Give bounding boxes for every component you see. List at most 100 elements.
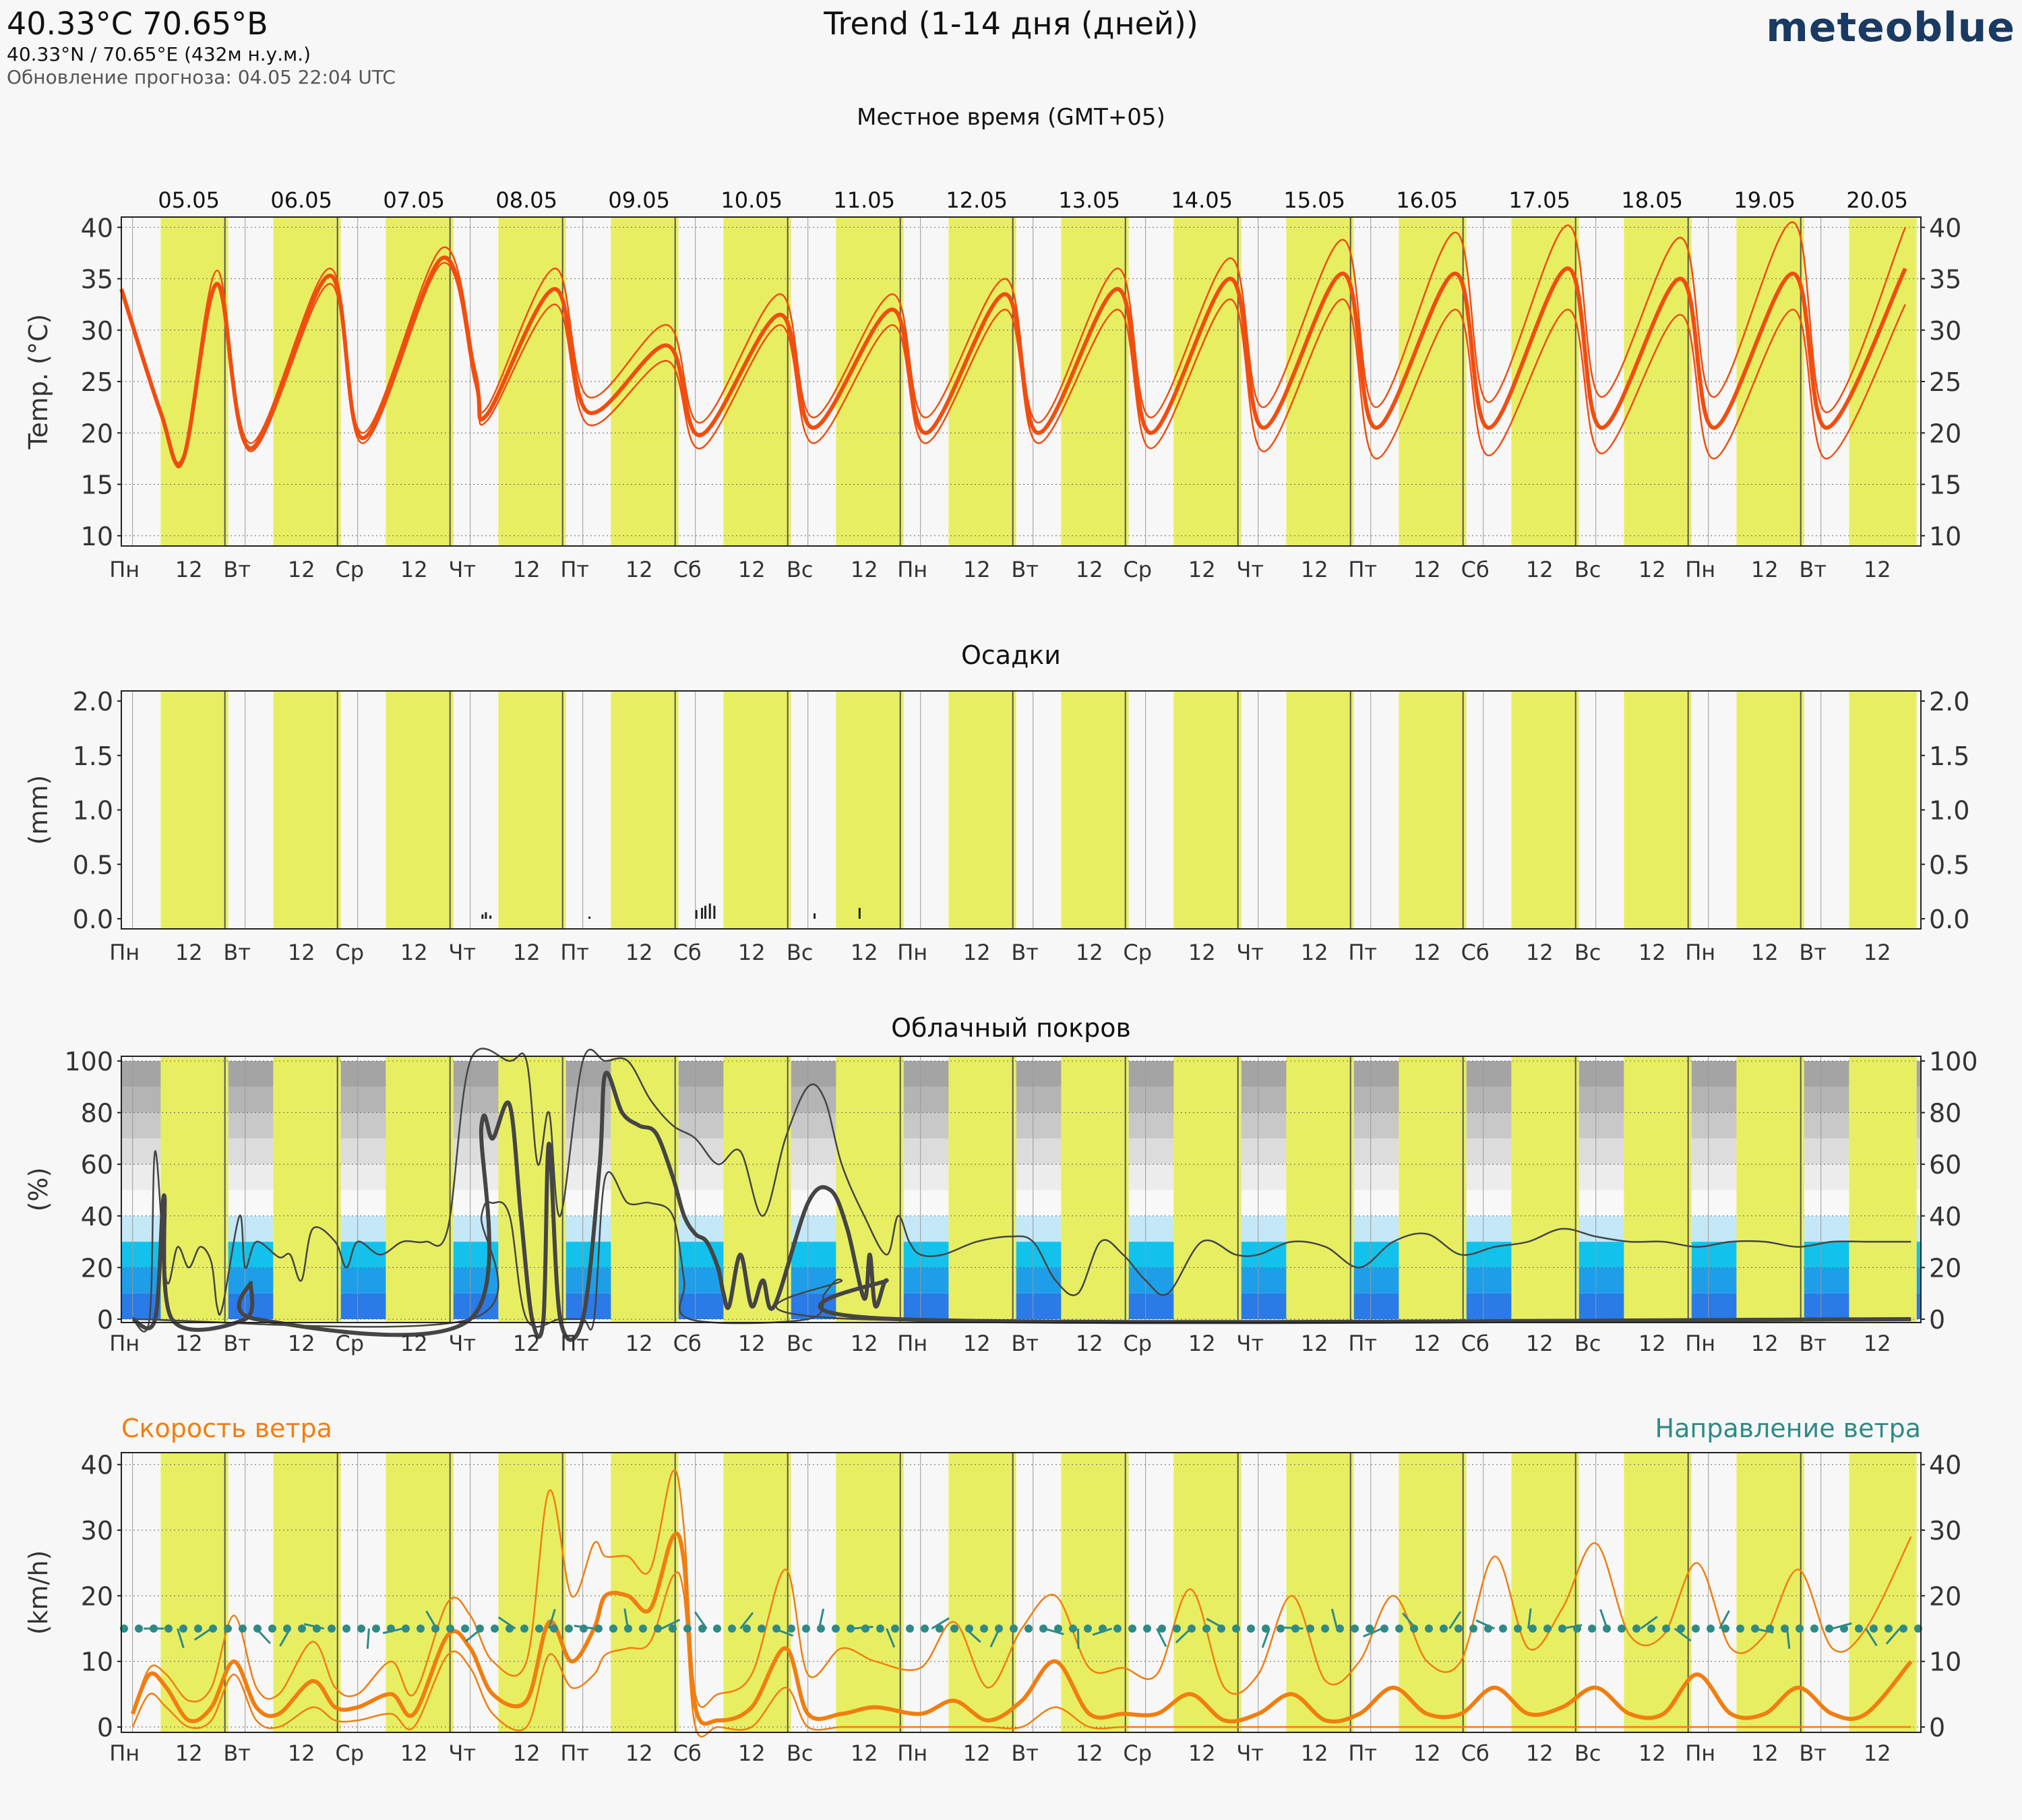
x-tick-weekday: Пн [897, 1331, 927, 1356]
daylight-band [1736, 691, 1804, 929]
wind-direction-dot [1543, 1625, 1552, 1633]
wind-barb [1885, 1628, 1901, 1645]
x-tick-weekday: Вт [1799, 940, 1827, 965]
precip-bar [588, 916, 591, 919]
cloud-level-cell [1016, 1242, 1062, 1268]
y-tick-right: 40 [1929, 1202, 1961, 1232]
wind-direction-dot [1692, 1625, 1700, 1633]
y-tick-left: 30 [81, 1516, 113, 1546]
cloud-level-cell [1579, 1061, 1624, 1087]
wind-direction-dot [209, 1625, 217, 1633]
wind-barb [739, 1612, 754, 1629]
wind-direction-dot [1113, 1625, 1122, 1633]
daylight-band [160, 1453, 228, 1732]
wind-barb [1527, 1608, 1532, 1629]
wind-speed_upper-line [131, 1469, 1912, 1714]
cloud-level-cell [340, 1087, 386, 1113]
precipitation-panel: Осадки 0.0 0.0 0.5 0.5 1.0 1.0 1.5 1.5 2.0 2.0 (mm)… [24, 640, 1969, 965]
x-tick-noon: 12 [1076, 1740, 1103, 1766]
cloud-level-cell [791, 1112, 836, 1139]
cloud-level-cell [340, 1293, 386, 1319]
x-tick-noon: 12 [738, 1740, 766, 1766]
cloud-level-cell [1916, 1112, 1921, 1139]
y-tick-left: 40 [81, 1451, 113, 1480]
x-tick-noon: 12 [1301, 1740, 1328, 1766]
x-tick-weekday: Пт [1348, 1740, 1377, 1766]
wind-direction-dot [1707, 1625, 1715, 1633]
cloud-level-cell [903, 1164, 949, 1190]
y-tick-right: 35 [1929, 265, 1961, 295]
cloud-level-cell [340, 1164, 386, 1190]
x-tick-noon: 12 [400, 1331, 428, 1356]
cloud-level-cell [678, 1293, 724, 1319]
daylight-band [611, 1056, 679, 1323]
x-tick-noon: 12 [1413, 940, 1441, 965]
cloud-level-cell [1691, 1293, 1737, 1319]
wind-barb [1092, 1627, 1113, 1636]
cloud-level-cell [1691, 1215, 1737, 1242]
x-tick-noon: 12 [1638, 1740, 1666, 1766]
daylight-band [1624, 691, 1692, 929]
cloud-level-cell [1691, 1164, 1737, 1190]
x-tick-weekday: Ср [1123, 1331, 1152, 1356]
x-tick-weekday: Пт [1348, 940, 1377, 965]
daylight-band [611, 691, 679, 929]
meteoblue-logo[interactable]: meteoblue [1766, 4, 2015, 51]
wind-barb [931, 1617, 950, 1630]
wind-direction-dot [239, 1625, 247, 1633]
cloud-level-cell [1691, 1112, 1737, 1139]
daylight-band [1511, 691, 1579, 929]
y-tick-right: 40 [1929, 213, 1961, 243]
wind-speed_lower-line [131, 1571, 1911, 1738]
wind-barb [574, 1625, 594, 1630]
cloud-level-cell [1128, 1267, 1174, 1294]
date-label: 13.05 [1058, 187, 1120, 213]
wind-direction-dot [298, 1625, 306, 1633]
cloud-level-cell [678, 1267, 724, 1294]
wind-barb [1261, 1628, 1270, 1648]
y-tick-left: 1.5 [73, 741, 113, 771]
cloud-level-cell [340, 1112, 386, 1139]
date-label: 06.05 [270, 187, 332, 213]
x-tick-noon: 12 [851, 1740, 878, 1766]
daylight-band [1173, 691, 1242, 929]
wind-barb [304, 1622, 324, 1630]
wind-direction-dot [1202, 1625, 1211, 1633]
x-tick-noon: 12 [1188, 940, 1216, 965]
wind-barb [1674, 1627, 1692, 1642]
cloud-title: Облачный покров [891, 1013, 1131, 1043]
x-tick-noon: 12 [1526, 557, 1554, 582]
wind-direction-dot [1306, 1625, 1314, 1633]
wind-direction-dot [1232, 1625, 1240, 1633]
cloud-lower-line [132, 1171, 1911, 1331]
x-tick-weekday: Чт [448, 1740, 476, 1766]
y-tick-right: 10 [1929, 522, 1961, 551]
daylight-band [1511, 1056, 1579, 1323]
daylight-band [1286, 1056, 1354, 1323]
y-tick-left: 40 [81, 1202, 113, 1232]
x-tick-weekday: Пн [1685, 940, 1715, 965]
y-tick-right: 20 [1929, 1253, 1961, 1283]
wind-barb [818, 1608, 825, 1629]
precip-bar [485, 912, 487, 919]
x-tick-noon: 12 [851, 1331, 878, 1356]
wind-direction-dot [461, 1625, 469, 1633]
cloud-level-cell [1804, 1293, 1849, 1319]
x-tick-noon: 12 [851, 557, 878, 582]
x-tick-noon: 12 [175, 557, 203, 582]
temperature-panel: 05.05 06.05 07.05 08.05 09.05 10.05 11.05 12.05… [24, 187, 1961, 582]
wind-direction-dot [1529, 1625, 1537, 1633]
cloud-level-cell [1241, 1138, 1287, 1165]
x-tick-weekday: Сб [673, 557, 702, 582]
date-label: 11.05 [833, 187, 895, 213]
daylight-band [1173, 1453, 1242, 1732]
x-tick-noon: 12 [625, 1740, 653, 1766]
x-tick-weekday: Вт [223, 1740, 251, 1766]
x-tick-noon: 12 [1751, 1331, 1779, 1356]
x-tick-noon: 12 [400, 1740, 428, 1766]
wind-barb [497, 1616, 516, 1630]
wind-direction-dot [876, 1625, 884, 1633]
cloud-level-cell [1466, 1215, 1512, 1242]
x-tick-weekday: Сб [673, 940, 702, 965]
